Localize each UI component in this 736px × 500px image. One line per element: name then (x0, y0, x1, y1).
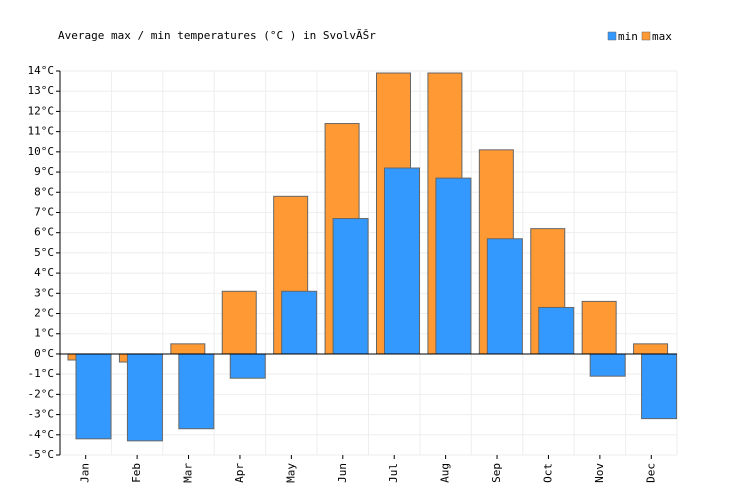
x-tick-label: Aug (439, 463, 452, 483)
y-tick-label: 3°C (34, 286, 54, 299)
x-tick-label: Jun (336, 463, 349, 483)
x-tick-label: Mar (182, 463, 195, 483)
y-tick-label: -2°C (28, 387, 55, 400)
y-tick-label: -5°C (28, 448, 55, 461)
y-tick-label: 8°C (34, 185, 54, 198)
y-tick-label: 2°C (34, 307, 54, 320)
bar (221, 290, 257, 355)
bar (126, 353, 163, 442)
bar (384, 167, 420, 355)
y-tick-label: 6°C (34, 226, 54, 239)
legend-swatch (607, 31, 617, 41)
bar (633, 343, 669, 355)
bar (589, 353, 626, 377)
x-tick-label: Jan (79, 463, 92, 483)
bar (170, 343, 206, 355)
y-tick-label: 7°C (34, 205, 54, 218)
bar (486, 238, 523, 355)
legend-label: max (652, 30, 672, 43)
y-tick-label: 10°C (28, 145, 55, 158)
bar (178, 353, 215, 430)
bar (75, 353, 112, 440)
y-tick-label: 0°C (34, 347, 54, 360)
bar (281, 290, 318, 355)
x-tick-label: Nov (593, 463, 606, 483)
y-tick-label: -1°C (28, 367, 55, 380)
y-tick-label: 13°C (28, 84, 55, 97)
y-tick-label: 5°C (34, 246, 54, 259)
y-tick-label: 4°C (34, 266, 54, 279)
chart-title: Average max / min temperatures (°C ) in … (58, 29, 376, 42)
bar (641, 353, 678, 420)
legend-swatch (641, 31, 651, 41)
x-tick-label: Apr (233, 463, 246, 483)
y-tick-label: -3°C (28, 408, 55, 421)
bar (332, 218, 369, 355)
bar (581, 300, 617, 355)
bar (435, 177, 472, 355)
x-tick-label: May (284, 463, 297, 483)
y-tick-label: 1°C (34, 327, 54, 340)
x-tick-label: Sep (490, 463, 503, 483)
bar (229, 353, 266, 379)
y-tick-label: 9°C (34, 165, 54, 178)
y-tick-label: 11°C (28, 125, 55, 138)
x-tick-label: Jul (387, 463, 400, 483)
x-tick-label: Feb (130, 463, 143, 483)
bar (538, 306, 575, 355)
y-tick-label: 14°C (28, 64, 55, 77)
y-tick-label: -4°C (28, 428, 55, 441)
y-tick-label: 12°C (28, 104, 55, 117)
x-tick-label: Dec (644, 463, 657, 483)
x-tick-label: Oct (541, 463, 554, 483)
legend-label: min (618, 30, 638, 43)
